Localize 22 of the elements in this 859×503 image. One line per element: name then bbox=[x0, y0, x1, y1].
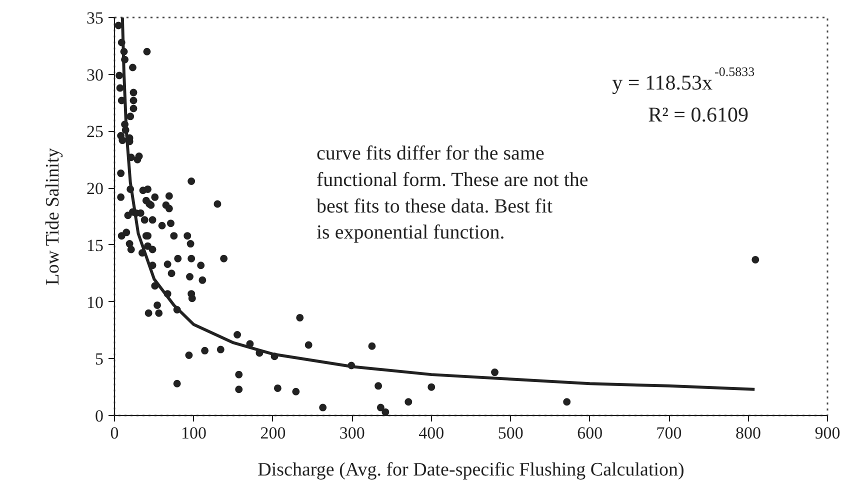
y-tick-label: 10 bbox=[86, 292, 104, 312]
x-tick-label: 200 bbox=[260, 424, 286, 442]
y-axis-title: Low Tide Salinity bbox=[42, 148, 64, 286]
x-tick-label: 800 bbox=[736, 424, 762, 442]
y-tick-label: 20 bbox=[86, 179, 104, 198]
y-tick-label: 30 bbox=[86, 65, 104, 84]
y-tick-label: 15 bbox=[86, 236, 104, 255]
x-tick-label: 600 bbox=[577, 424, 603, 442]
x-tick-label: 100 bbox=[180, 424, 206, 442]
y-tick-label: 5 bbox=[95, 350, 104, 369]
y-tick-label: 0 bbox=[95, 406, 104, 426]
annotation: R² = 0.6109 bbox=[648, 102, 749, 126]
x-tick-label: 500 bbox=[498, 424, 524, 442]
x-tick-label: 900 bbox=[814, 424, 840, 442]
x-axis-title: Discharge (Avg. for Date-specific Flushing Calculation) bbox=[258, 460, 684, 480]
x-tick-label: 400 bbox=[418, 424, 444, 442]
y-tick-label: 25 bbox=[86, 122, 104, 142]
x-tick-label: 300 bbox=[339, 424, 365, 442]
x-tick-label: 0 bbox=[110, 424, 119, 442]
x-tick-label: 700 bbox=[656, 424, 682, 442]
annotation: curve fits differ for the same functional form. These are not the best fits to these data. Best fit is exponential function. bbox=[316, 142, 588, 244]
y-tick-label: 35 bbox=[86, 8, 104, 28]
